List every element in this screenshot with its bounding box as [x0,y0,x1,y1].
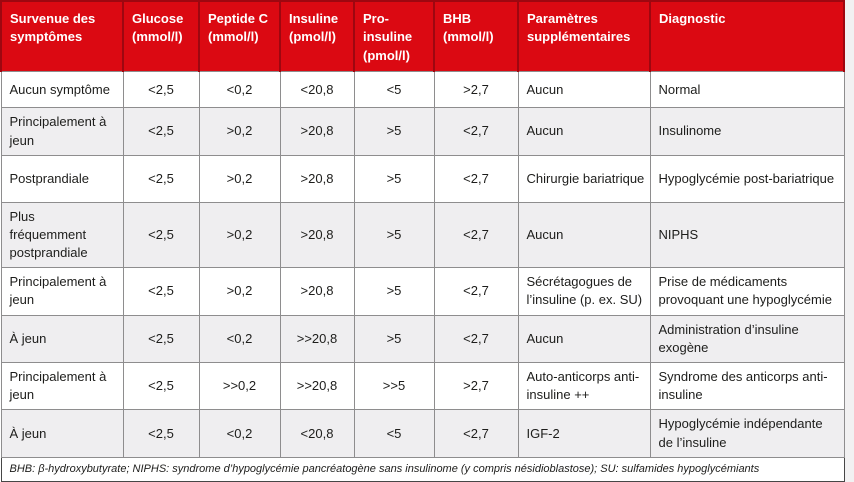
cell-glucose: <2,5 [122,267,200,316]
cell-diagnostic: Hypoglycémie post-bariatrique [649,154,845,203]
cell-symptomes: Plus fréquemment postprandiale [0,201,124,269]
column-header-symptomes: Survenue des symptômes [0,0,123,73]
table-footer: BHB: β-hydroxybutyrate; NIPHS: syndrome … [1,456,844,482]
column-header-pro-insuline: Pro- insuline (pmol/l) [353,0,434,73]
cell-peptide-c: <0,2 [198,409,281,458]
cell-peptide-c: >>0,2 [198,362,281,411]
cell-symptomes: Postprandiale [0,154,124,203]
cell-symptomes: Principalement à jeun [0,107,124,156]
table-row: Plus fréquemment postprandiale <2,5 >0,2 >2… [0,201,845,269]
cell-glucose: <2,5 [122,71,200,109]
table-header: Survenue des symptômes Glucose (mmol/l) Pe… [0,0,845,73]
cell-bhb: <2,7 [433,314,519,364]
cell-pro-insuline: >5 [353,314,435,364]
cell-insuline: >>20,8 [279,362,355,411]
cell-diagnostic: NIPHS [649,201,845,269]
cell-diagnostic: Insulinome [649,107,845,156]
cell-parametres: IGF-2 [517,409,651,458]
cell-bhb: <2,7 [433,267,519,316]
cell-glucose: <2,5 [122,409,200,458]
cell-pro-insuline: >5 [353,154,435,203]
cell-parametres: Chirurgie bariatrique [517,154,651,203]
cell-diagnostic: Administration d’insuline exogène [649,314,845,364]
cell-bhb: <2,7 [433,409,519,458]
cell-insuline: <20,8 [279,71,355,109]
cell-symptomes: Principalement à jeun [0,267,124,316]
cell-bhb: <2,7 [433,201,519,269]
table-row: À jeun <2,5 <0,2 >>20,8 >5 <2,7 Aucun Administr… [0,314,845,364]
cell-insuline: >20,8 [279,154,355,203]
cell-insuline: >>20,8 [279,314,355,364]
header-row: Survenue des symptômes Glucose (mmol/l) Pe… [0,0,845,73]
cell-bhb: >2,7 [433,362,519,411]
cell-pro-insuline: >5 [353,267,435,316]
cell-glucose: <2,5 [122,107,200,156]
cell-parametres: Aucun [517,201,651,269]
cell-symptomes: Principalement à jeun [0,362,124,411]
column-header-peptide-c: Peptide C (mmol/l) [198,0,280,73]
table-body: Aucun symptôme <2,5 <0,2 <20,8 <5 >2,7 Aucun No… [0,71,845,458]
table-row: Principalement à jeun <2,5 >>0,2 >>20,8 >>5 >… [0,362,845,411]
table-row: Principalement à jeun <2,5 >0,2 >20,8 >5 <2,7… [0,107,845,156]
cell-insuline: >20,8 [279,107,355,156]
cell-diagnostic: Normal [649,71,845,109]
cell-insuline: <20,8 [279,409,355,458]
cell-pro-insuline: <5 [353,71,435,109]
table-row: Aucun symptôme <2,5 <0,2 <20,8 <5 >2,7 Aucun No… [0,71,845,109]
column-header-glucose: Glucose (mmol/l) [122,0,199,73]
footnote: BHB: β-hydroxybutyrate; NIPHS: syndrome … [1,456,844,482]
cell-bhb: <2,7 [433,154,519,203]
column-header-diagnostic: Diagnostic [649,0,845,73]
cell-diagnostic: Hypoglycémie indépendante de l’insuline [649,409,845,458]
column-header-insuline: Insuline (pmol/l) [279,0,354,73]
cell-glucose: <2,5 [122,201,200,269]
cell-peptide-c: <0,2 [198,71,281,109]
cell-parametres: Aucun [517,71,651,109]
cell-peptide-c: <0,2 [198,314,281,364]
footnote-row: BHB: β-hydroxybutyrate; NIPHS: syndrome … [1,456,844,482]
cell-glucose: <2,5 [122,314,200,364]
cell-bhb: >2,7 [433,71,519,109]
cell-pro-insuline: >5 [353,201,435,269]
table-row: À jeun <2,5 <0,2 <20,8 <5 <2,7 IGF-2 Hypoglycém… [0,409,845,458]
cell-peptide-c: >0,2 [198,107,281,156]
cell-parametres: Sécrétagogues de l’insuline (p. ex. SU) [517,267,651,316]
column-header-parametres: Paramètres supplémentaires [517,0,650,73]
cell-symptomes: Aucun symptôme [0,71,124,109]
cell-pro-insuline: >5 [353,107,435,156]
cell-parametres: Aucun [517,314,651,364]
cell-symptomes: À jeun [0,314,124,364]
cell-pro-insuline: <5 [353,409,435,458]
cell-pro-insuline: >>5 [353,362,435,411]
cell-diagnostic: Prise de médicaments provoquant une hypo… [649,267,845,316]
table-row: Postprandiale <2,5 >0,2 >20,8 >5 <2,7 Chirurgi… [0,154,845,203]
cell-insuline: >20,8 [279,267,355,316]
cell-glucose: <2,5 [122,362,200,411]
cell-insuline: >20,8 [279,201,355,269]
cell-glucose: <2,5 [122,154,200,203]
cell-symptomes: À jeun [0,409,124,458]
cell-peptide-c: >0,2 [198,267,281,316]
cell-peptide-c: >0,2 [198,201,281,269]
cell-diagnostic: Syndrome des anticorps anti-insuline [649,362,845,411]
cell-peptide-c: >0,2 [198,154,281,203]
table-row: Principalement à jeun <2,5 >0,2 >20,8 >5 <2,7… [0,267,845,316]
column-header-bhb: BHB (mmol/l) [433,0,518,73]
cell-bhb: <2,7 [433,107,519,156]
cell-parametres: Auto-anticorps anti-insuline ++ [517,362,651,411]
cell-parametres: Aucun [517,107,651,156]
